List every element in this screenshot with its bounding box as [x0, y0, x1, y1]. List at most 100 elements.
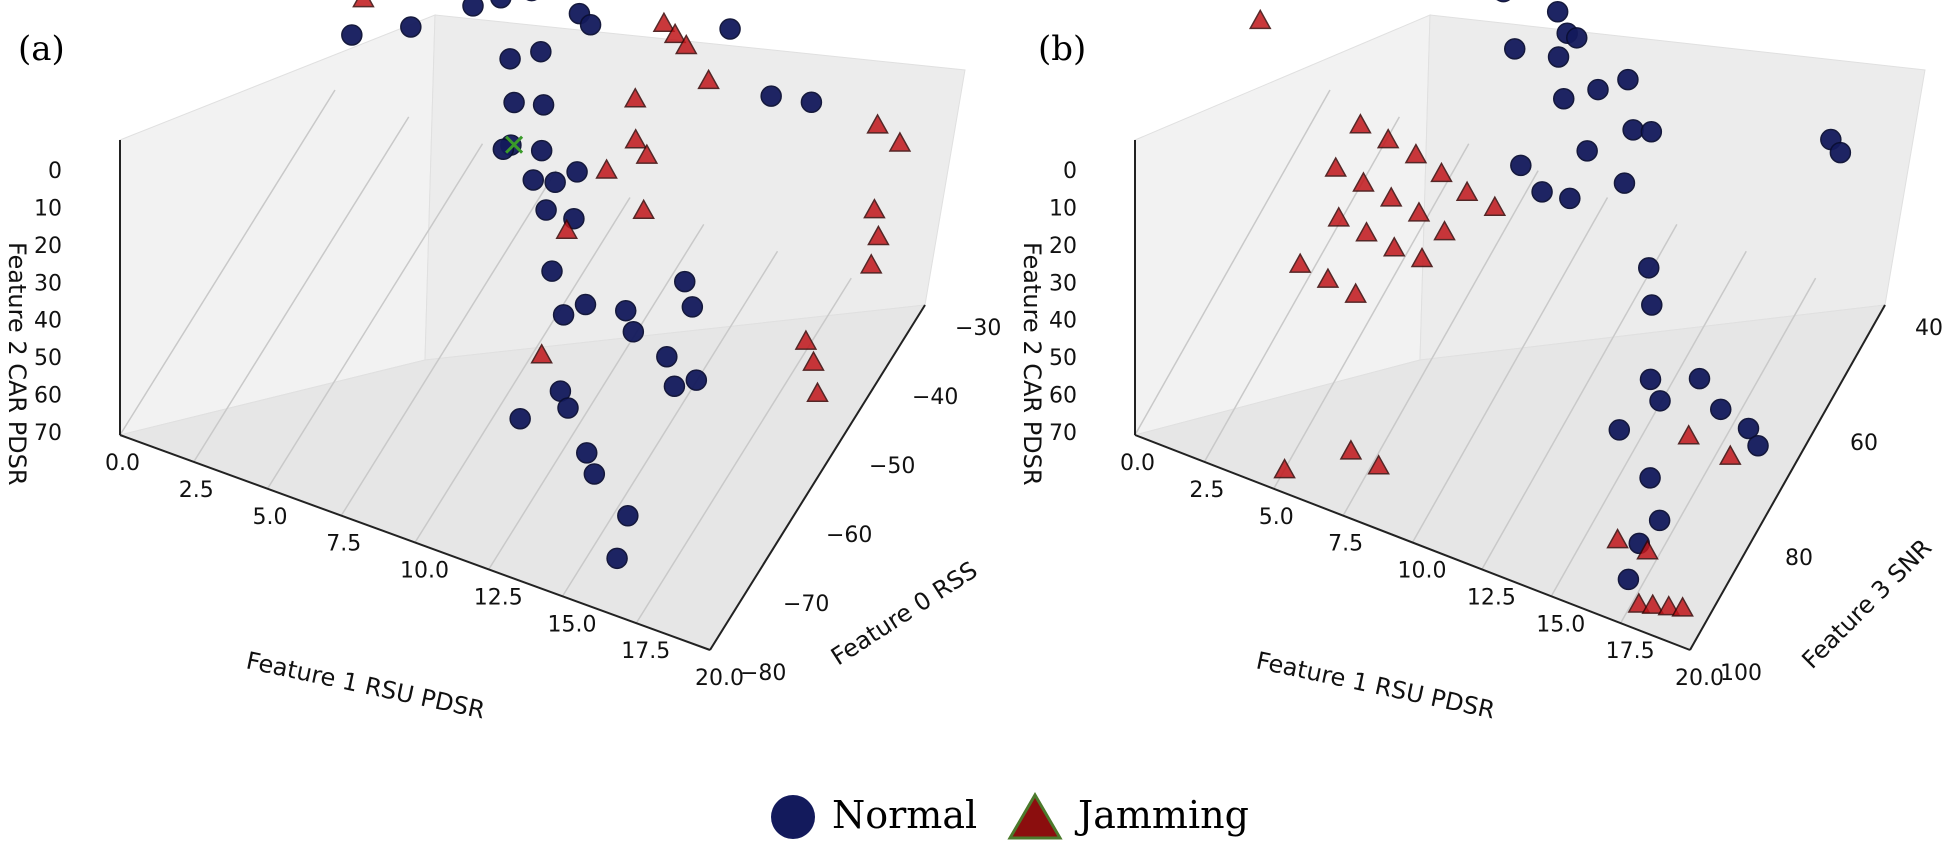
scatter-points [341, 0, 912, 570]
normal-point [490, 0, 512, 9]
x-axis-label: Feature 1 RSU PDSR [1254, 646, 1498, 724]
normal-point [1710, 398, 1732, 421]
normal-point [1546, 0, 1569, 23]
jamming-point [632, 198, 655, 220]
jamming-point [1636, 539, 1659, 560]
y-tick-label: 60 [1850, 431, 1878, 456]
x-tick-label: 15.0 [1536, 612, 1585, 637]
jamming-point [1327, 206, 1351, 227]
floor-grid-line [488, 223, 705, 570]
normal-point [566, 161, 588, 183]
floor-grid-line [119, 89, 336, 436]
normal-point [400, 16, 422, 38]
panel-a: 0.02.55.07.510.012.515.017.520.0 −30−40−… [3, 0, 1001, 724]
z-tick-label: 50 [34, 346, 62, 371]
x-tick-label: 17.5 [1606, 639, 1655, 664]
normal-point [535, 199, 557, 221]
normal-point [617, 505, 639, 527]
normal-point [1613, 172, 1636, 194]
x-tick-label: 20.0 [695, 666, 744, 691]
x-tick-label: 5.0 [253, 505, 288, 530]
normal-point [1496, 0, 1511, 3]
jamming-point [1410, 246, 1434, 268]
panel-b-tag: (b) [1038, 29, 1086, 69]
normal-point [530, 40, 552, 63]
normal-point [509, 407, 531, 430]
y-tick-label: −60 [826, 523, 872, 548]
jamming-point [1379, 186, 1403, 207]
jamming-point [1324, 156, 1347, 177]
y-tick-label: −80 [740, 661, 786, 686]
floor-grid-line [635, 277, 852, 624]
normal-point [1622, 119, 1644, 141]
y-tick-label: 40 [1915, 316, 1943, 341]
legend-jamming-marker [1007, 792, 1063, 840]
jamming-point [635, 143, 659, 164]
z-tick-label: 10 [1049, 196, 1077, 221]
normal-point [530, 139, 553, 162]
normal-point [526, 0, 537, 2]
jamming-point [1349, 113, 1372, 134]
z-tick-label: 20 [1049, 234, 1077, 259]
jamming-point [1352, 171, 1375, 192]
floor-grid-line [1550, 250, 1747, 597]
jamming-point [1455, 180, 1479, 201]
x-tick-labels: 0.0 2.5 5.0 7.5 10.0 12.5 15.0 17.5 20.0 [1120, 451, 1724, 691]
jamming-point [624, 128, 647, 149]
z-tick-label: 50 [1049, 346, 1077, 371]
floor-grid-line [1619, 277, 1817, 624]
x-tick-label: 12.5 [474, 585, 523, 610]
floor-grid-line [1203, 116, 1401, 463]
normal-point [532, 94, 555, 116]
normal-point [656, 345, 678, 368]
x-tick-label: 15.0 [548, 612, 597, 637]
y-tick-label: −50 [869, 454, 915, 479]
normal-point [341, 24, 363, 46]
jamming-point [623, 87, 647, 108]
axis-edges [1134, 140, 1886, 651]
y-tick-labels: −30 −40 −50 −60 −70 −80 [740, 316, 1001, 686]
jamming-point [1641, 593, 1664, 614]
normal-point [1566, 27, 1588, 49]
y-tick-label: 80 [1785, 546, 1813, 571]
jamming-point [352, 0, 375, 8]
x-tick-labels: 0.0 2.5 5.0 7.5 10.0 12.5 15.0 17.5 20.0 [105, 451, 744, 691]
jamming-point [663, 22, 687, 44]
normal-point [492, 138, 515, 161]
x-tick-label: 2.5 [179, 478, 214, 503]
normal-point [1638, 257, 1660, 279]
normal-point [1688, 367, 1711, 390]
axis-edges [119, 140, 926, 651]
panel-a-tag: (a) [18, 29, 65, 69]
z-tick-label: 60 [1049, 384, 1077, 409]
jamming-point [595, 158, 618, 179]
normal-point [606, 547, 628, 570]
x-axis-label: Feature 1 RSU PDSR [244, 646, 488, 724]
normal-point [1608, 419, 1631, 441]
floor-grid-line [266, 143, 484, 490]
normal-point [1617, 68, 1639, 91]
jamming-point [555, 218, 579, 239]
jamming-point [1407, 201, 1431, 222]
normal-point [1576, 140, 1598, 162]
normal-point [1510, 154, 1532, 177]
outlier-point [505, 135, 524, 154]
floor-grid-line [1134, 89, 1331, 436]
jamming-point [697, 68, 720, 90]
x-tick-label: 12.5 [1467, 585, 1516, 610]
jamming-point [806, 381, 829, 402]
jamming-point [888, 131, 912, 152]
jamming-point [1404, 143, 1428, 164]
z-tick-label: 70 [1049, 421, 1077, 446]
normal-point [503, 91, 525, 114]
jamming-point [1273, 458, 1296, 479]
floor-grid-line [414, 197, 631, 543]
y-axis-label: Feature 3 SNR [1796, 533, 1937, 674]
normal-point [462, 0, 484, 17]
floor-grid-line [1342, 170, 1539, 516]
normal-point [615, 299, 637, 322]
legend-jamming-label: Jamming [1074, 793, 1249, 837]
x-tick-label: 0.0 [105, 451, 140, 476]
z-tick-label: 40 [1049, 309, 1077, 334]
z-tick-label: 70 [34, 421, 62, 446]
